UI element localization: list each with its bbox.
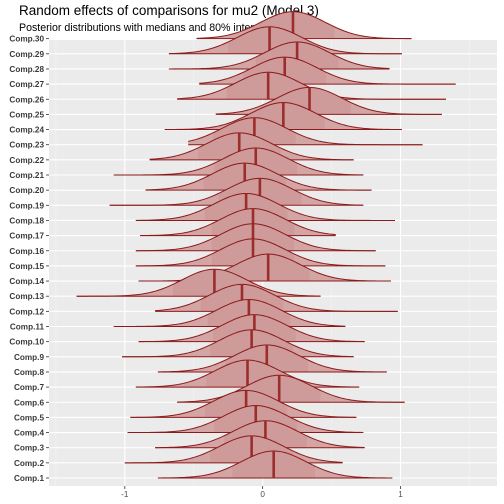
y-tick-label: Comp.10 [9, 338, 44, 347]
y-tick-label: Comp.13 [9, 292, 44, 301]
y-tick-label: Comp.23 [9, 141, 44, 150]
ridges [76, 11, 456, 479]
x-tick-label: 1 [398, 490, 403, 499]
y-tick-label: Comp.8 [14, 368, 44, 377]
density-outline [138, 314, 365, 343]
y-tick-label: Comp.3 [14, 444, 44, 453]
density-outline [135, 238, 386, 267]
density-area [157, 344, 387, 372]
y-tick-label: Comp.29 [9, 50, 44, 59]
density-outline [157, 450, 393, 479]
y-tick-label: Comp.20 [9, 186, 44, 195]
density-area [122, 329, 354, 357]
density-outline [155, 420, 365, 449]
density-outline [124, 435, 343, 464]
y-tick-label: Comp.21 [9, 171, 44, 180]
ridge-comp-22 [149, 132, 354, 161]
density-area [135, 193, 395, 221]
x-tick-label: -1 [121, 490, 129, 499]
y-tick-label: Comp.16 [9, 247, 44, 256]
density-area [138, 254, 391, 282]
y-tick-label: Comp.4 [14, 429, 44, 438]
y-tick-label: Comp.12 [9, 307, 44, 316]
y-tick-label: Comp.30 [9, 35, 44, 44]
x-tick-label: 0 [260, 490, 265, 499]
ridge-comp-1 [157, 450, 393, 479]
y-tick-label: Comp.28 [9, 65, 44, 74]
density-area [155, 284, 398, 312]
y-tick-label: Comp.15 [9, 262, 44, 271]
density-area [113, 299, 346, 327]
y-tick-label: Comp.25 [9, 110, 44, 119]
y-tick-label: Comp.9 [14, 353, 44, 362]
chart-subtitle: Posterior distributions with medians and… [19, 22, 273, 34]
density-outline [145, 162, 372, 191]
density-area [139, 208, 336, 236]
density-area [168, 26, 402, 54]
y-axis-ticks: Comp.1 Comp.2 Comp.3 Comp.4 Comp.5 Comp.6 Comp… [9, 35, 49, 483]
y-tick-label: Comp.27 [9, 80, 44, 89]
y-tick-label: Comp.7 [14, 383, 44, 392]
density-outline [135, 223, 376, 252]
y-tick-label: Comp.17 [9, 232, 44, 241]
density-area [168, 41, 390, 69]
y-tick-label: Comp.5 [14, 413, 44, 422]
y-tick-label: Comp.6 [14, 398, 44, 407]
y-tick-label: Comp.19 [9, 201, 44, 210]
density-area [127, 405, 364, 433]
chart-title: Random effects of comparisons for mu2 (M… [19, 3, 319, 18]
density-outline [196, 11, 412, 40]
density-outline [139, 208, 336, 237]
y-tick-label: Comp.18 [9, 216, 44, 225]
density-area [130, 390, 357, 418]
density-outline [157, 344, 387, 373]
y-tick-label: Comp.11 [10, 323, 45, 332]
density-area [113, 148, 364, 175]
density-area [135, 223, 376, 251]
density-area [138, 314, 365, 342]
density-outline [122, 329, 354, 358]
density-area [149, 132, 354, 160]
ridge-comp-30 [196, 11, 412, 40]
density-outline [127, 405, 364, 434]
y-tick-label: Comp.22 [9, 156, 44, 165]
y-tick-label: Comp.14 [9, 277, 44, 286]
density-area [145, 163, 372, 191]
density-outline [149, 132, 354, 161]
density-area [155, 420, 365, 448]
y-tick-label: Comp.26 [9, 95, 44, 104]
density-outline [130, 389, 357, 418]
density-area [135, 238, 386, 266]
density-area [157, 451, 393, 478]
density-outline [177, 374, 405, 403]
ridge-comp-7 [135, 359, 360, 388]
density-area [109, 178, 364, 206]
x-axis-ticks: -1 0 1 [121, 486, 403, 499]
y-tick-label: Comp.24 [9, 126, 44, 135]
y-tick-label: Comp.1 [14, 474, 44, 483]
y-tick-label: Comp.2 [14, 459, 44, 468]
